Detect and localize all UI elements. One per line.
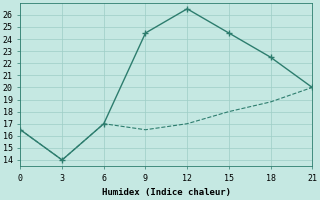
X-axis label: Humidex (Indice chaleur): Humidex (Indice chaleur) [102,188,231,197]
